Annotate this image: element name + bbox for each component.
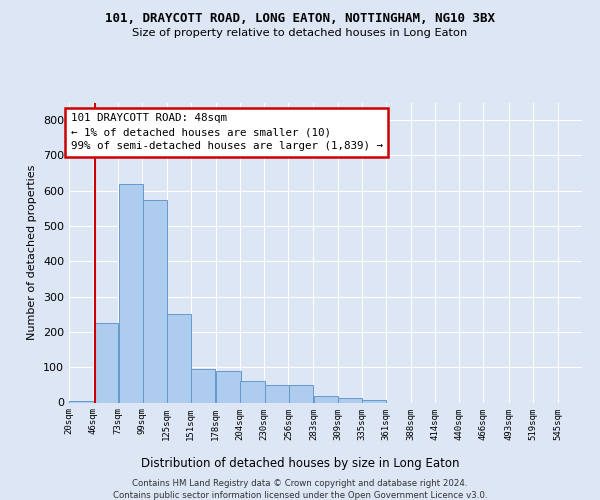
Y-axis label: Number of detached properties: Number of detached properties	[28, 165, 37, 340]
Bar	[289, 385, 313, 402]
Bar	[191, 369, 215, 402]
Bar	[70, 400, 94, 402]
Bar	[362, 400, 386, 402]
Text: Distribution of detached houses by size in Long Eaton: Distribution of detached houses by size …	[141, 458, 459, 470]
Text: Contains public sector information licensed under the Open Government Licence v3: Contains public sector information licen…	[113, 491, 487, 500]
Text: Size of property relative to detached houses in Long Eaton: Size of property relative to detached ho…	[133, 28, 467, 38]
Bar	[265, 385, 289, 402]
Text: 101 DRAYCOTT ROAD: 48sqm
← 1% of detached houses are smaller (10)
99% of semi-de: 101 DRAYCOTT ROAD: 48sqm ← 1% of detache…	[71, 113, 383, 151]
Bar	[338, 398, 362, 402]
Bar	[119, 184, 143, 402]
Bar	[94, 323, 118, 402]
Bar	[241, 382, 265, 402]
Bar	[167, 314, 191, 402]
Text: 101, DRAYCOTT ROAD, LONG EATON, NOTTINGHAM, NG10 3BX: 101, DRAYCOTT ROAD, LONG EATON, NOTTINGH…	[105, 12, 495, 26]
Bar	[216, 370, 241, 402]
Text: Contains HM Land Registry data © Crown copyright and database right 2024.: Contains HM Land Registry data © Crown c…	[132, 479, 468, 488]
Bar	[314, 396, 338, 402]
Bar	[143, 200, 167, 402]
